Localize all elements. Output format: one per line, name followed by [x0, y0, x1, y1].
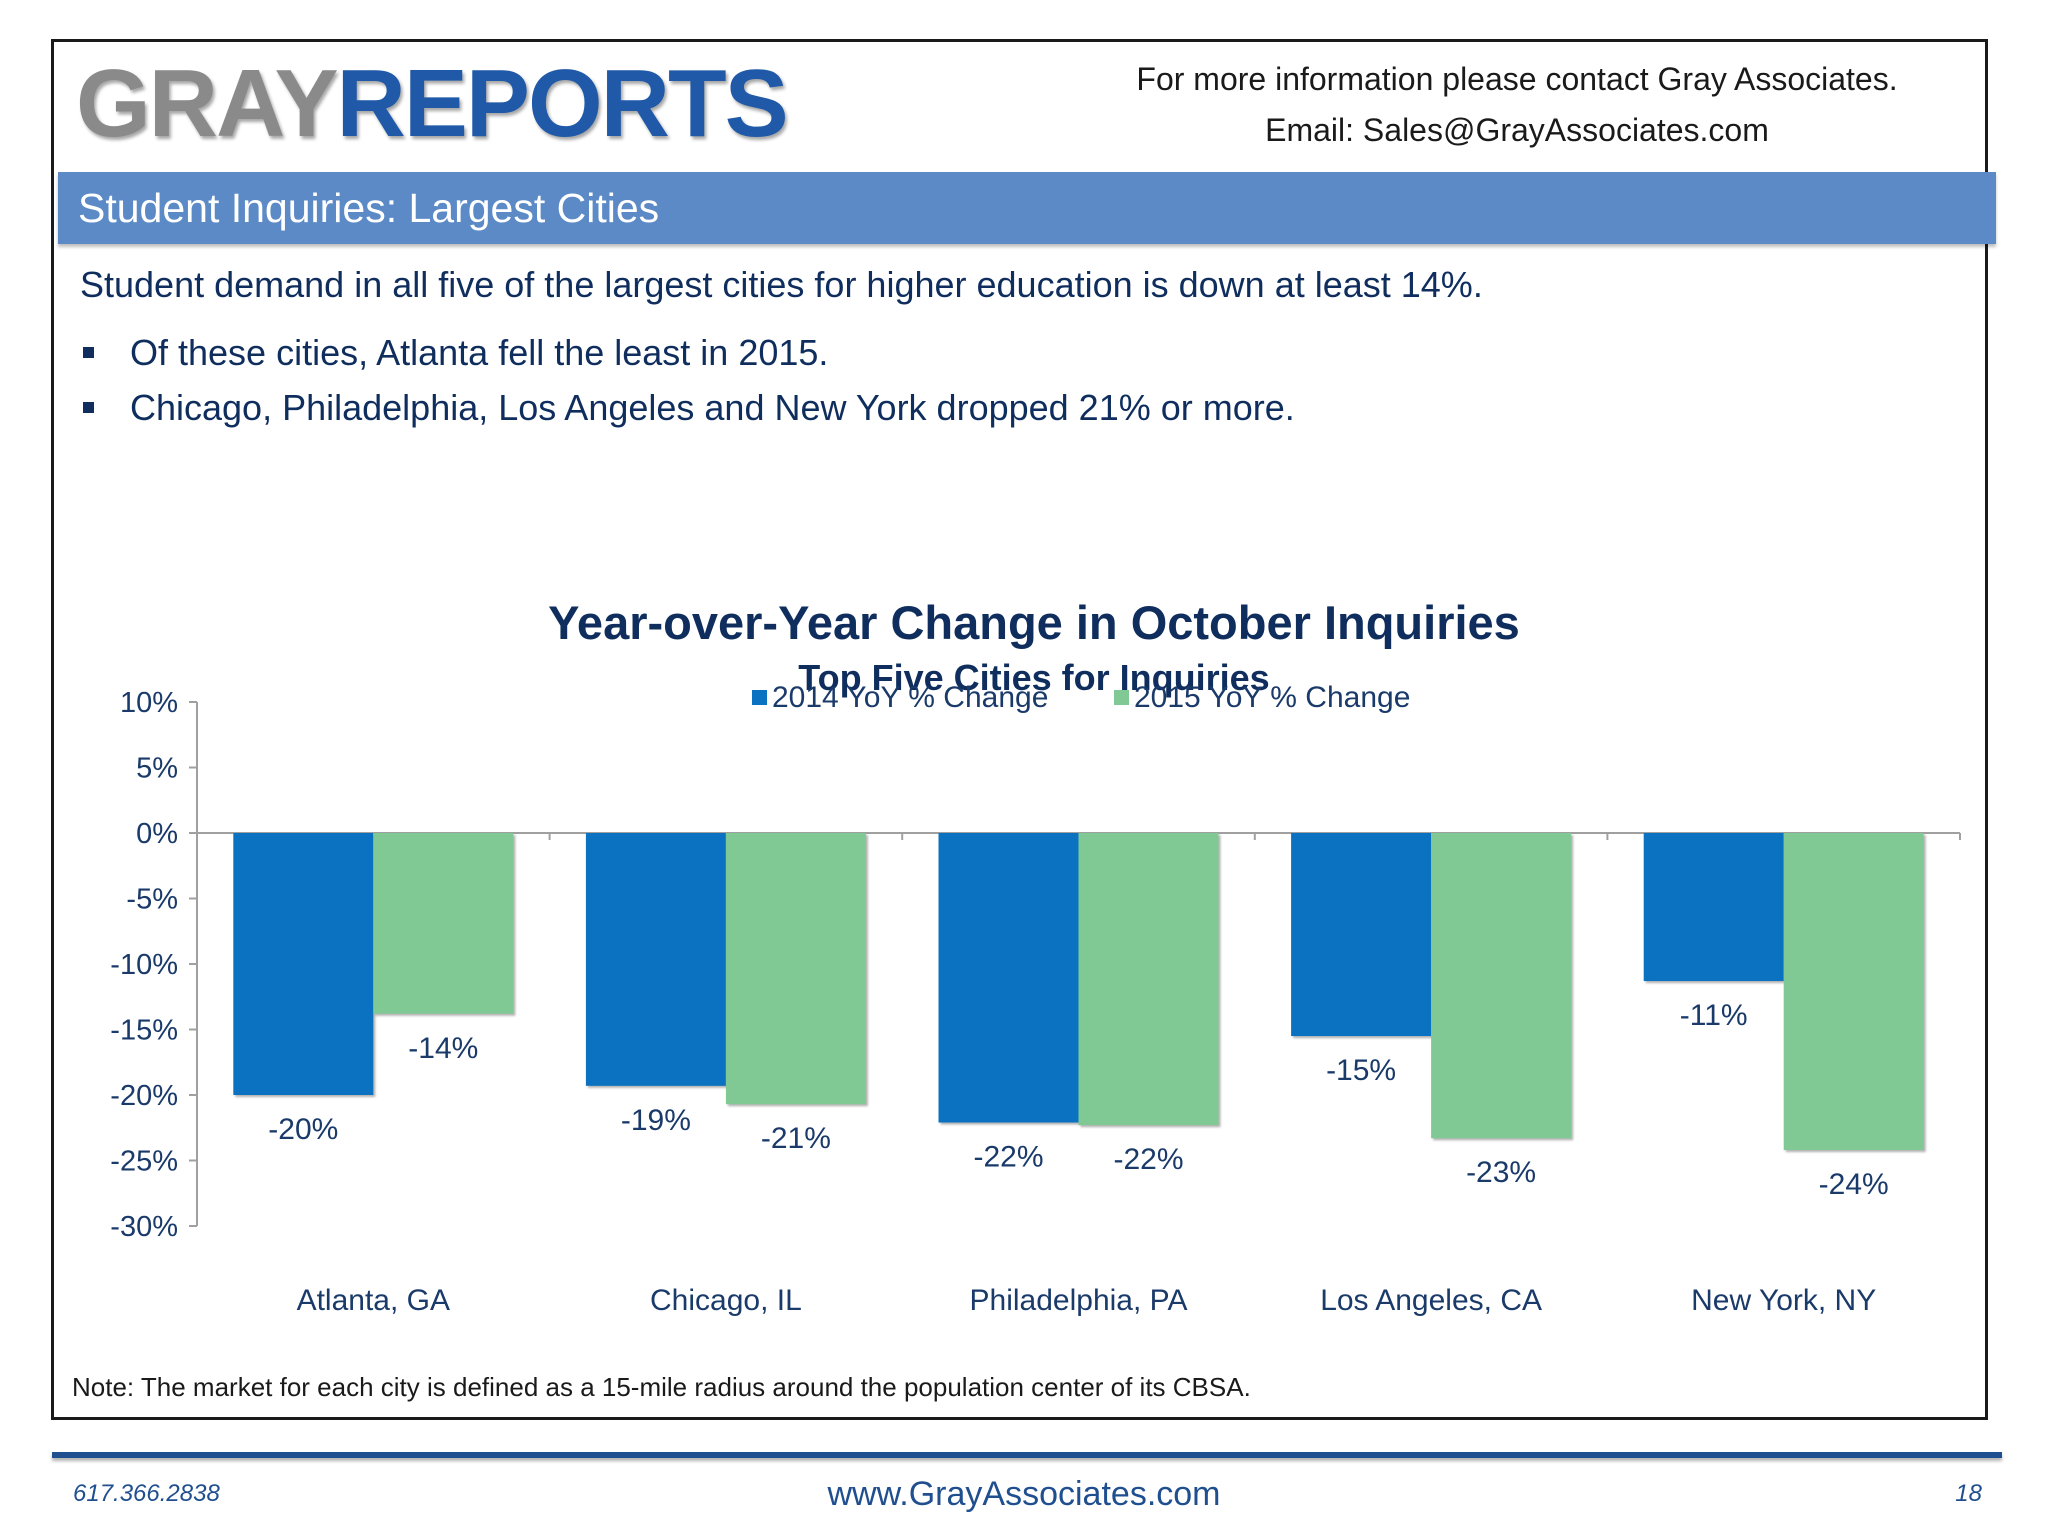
y-tick-label: -25%	[110, 1146, 178, 1178]
bullet-item: Chicago, Philadelphia, Los Angeles and N…	[80, 380, 1295, 435]
data-label: -21%	[761, 1122, 831, 1155]
bullet-square-icon	[83, 402, 94, 413]
data-label: -14%	[408, 1032, 478, 1065]
summary-intro: Student demand in all five of the larges…	[80, 264, 1483, 305]
legend-swatch	[752, 690, 767, 705]
bar	[1078, 833, 1219, 1126]
bar	[725, 833, 866, 1105]
legend-swatch	[1114, 690, 1129, 705]
x-category-label: Philadelphia, PA	[970, 1284, 1188, 1317]
data-label: -22%	[973, 1141, 1043, 1174]
footnote: Note: The market for each city is define…	[72, 1372, 1251, 1402]
contact-email: Email: Sales@GrayAssociates.com	[1265, 112, 1769, 148]
bar	[938, 833, 1079, 1123]
section-banner: Student Inquiries: Largest Cities	[58, 172, 1996, 244]
grayreports-logo: GRAYREPORTS	[76, 56, 789, 152]
y-tick-label: -15%	[110, 1015, 178, 1047]
y-tick-label: -30%	[110, 1211, 178, 1243]
bar	[1643, 833, 1784, 982]
bar	[1291, 833, 1432, 1037]
x-category-label: Atlanta, GA	[297, 1284, 450, 1317]
footer-phone: 617.366.2838	[73, 1480, 220, 1507]
bullet-text: Chicago, Philadelphia, Los Angeles and N…	[130, 387, 1295, 428]
bar	[585, 833, 726, 1086]
y-tick-label: -20%	[110, 1080, 178, 1112]
data-label: -19%	[621, 1104, 691, 1137]
bar	[233, 833, 374, 1095]
report-frame: GRAYREPORTS For more information please …	[51, 39, 1996, 1420]
x-category-label: New York, NY	[1691, 1284, 1876, 1317]
footer-rule	[52, 1452, 2002, 1458]
logo-gray-text: GRAY	[76, 50, 339, 157]
chart-title: Year-over-Year Change in October Inquiri…	[548, 596, 1520, 649]
y-tick-label: 0%	[136, 818, 178, 850]
section-title: Student Inquiries: Largest Cities	[78, 185, 660, 231]
logo-reports-text: REPORTS	[336, 50, 789, 157]
bullet-text: Of these cities, Atlanta fell the least …	[130, 332, 829, 373]
data-label: -24%	[1819, 1168, 1889, 1201]
data-label: -20%	[268, 1113, 338, 1146]
y-tick-label: -5%	[126, 884, 178, 916]
legend-label: 2014 YoY % Change	[772, 681, 1048, 714]
contact-info: For more information please contact Gray…	[1107, 54, 1927, 156]
data-label: -23%	[1466, 1156, 1536, 1189]
summary-bullets: Of these cities, Atlanta fell the least …	[80, 325, 1295, 435]
chart-subtitle: Top Five Cities for Inquiries	[798, 657, 1269, 698]
bar	[1783, 833, 1924, 1151]
y-tick-label: 10%	[120, 687, 178, 719]
x-category-label: Chicago, IL	[650, 1284, 802, 1317]
bullet-item: Of these cities, Atlanta fell the least …	[80, 325, 1295, 380]
bar	[373, 833, 514, 1014]
bar	[1431, 833, 1572, 1139]
data-label: -15%	[1326, 1054, 1396, 1087]
footer-url[interactable]: www.GrayAssociates.com	[827, 1475, 1221, 1513]
data-label: -22%	[1113, 1143, 1183, 1176]
bullet-square-icon	[83, 347, 94, 358]
legend-label: 2015 YoY % Change	[1134, 681, 1410, 714]
y-tick-label: 5%	[136, 753, 178, 785]
x-category-label: Los Angeles, CA	[1320, 1284, 1542, 1317]
page-number: 18	[1955, 1480, 1982, 1507]
y-tick-label: -10%	[110, 949, 178, 981]
bar-chart: Year-over-Year Change in October Inquiri…	[110, 596, 1961, 1317]
contact-line: For more information please contact Gray…	[1136, 61, 1898, 97]
data-label: -11%	[1680, 999, 1748, 1032]
